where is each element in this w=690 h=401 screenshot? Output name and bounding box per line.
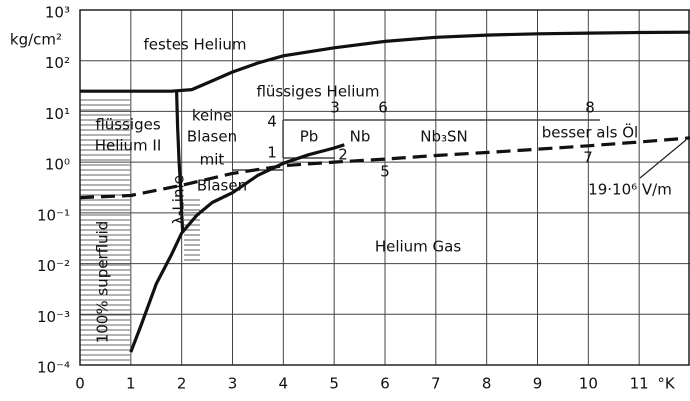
annotation: Helium Gas bbox=[375, 238, 462, 256]
x-tick-label: 4 bbox=[279, 375, 289, 393]
annotation: mit bbox=[200, 151, 225, 169]
y-tick-label: 10⁻² bbox=[37, 257, 70, 275]
x-tick-label: 7 bbox=[431, 375, 441, 393]
x-tick-label: 2 bbox=[177, 375, 187, 393]
annotation: 100% superfluid bbox=[94, 221, 112, 344]
y-tick-label: 10¹ bbox=[45, 105, 70, 123]
dashed-curve bbox=[79, 136, 690, 200]
annotation: Blasen bbox=[197, 177, 247, 195]
annotation: 7 bbox=[583, 149, 593, 167]
plot-frame bbox=[79, 9, 690, 366]
annotation: besser als Öl bbox=[542, 123, 638, 142]
x-tick-label: 0 bbox=[75, 375, 85, 393]
x-tick-label: 10 bbox=[579, 375, 598, 393]
annotation: keine bbox=[192, 107, 232, 125]
annotation: flüssiges Helium bbox=[256, 83, 379, 101]
annotation: Nb₃SN bbox=[420, 128, 468, 146]
annotation: Pb bbox=[300, 128, 319, 146]
annotation: 3 bbox=[330, 99, 340, 117]
annotation: flüssiges bbox=[95, 116, 161, 134]
curve bbox=[129, 143, 345, 353]
x-tick-label: 9 bbox=[533, 375, 543, 393]
annotation: 2 bbox=[338, 146, 348, 164]
annotation: 19·10⁶ V/m bbox=[588, 181, 672, 199]
hatching bbox=[80, 99, 200, 361]
annotation: λ-Linie bbox=[170, 175, 188, 225]
y-tick-label: 10⁻¹ bbox=[37, 206, 70, 224]
y-tick-label: 10⁻³ bbox=[37, 308, 70, 326]
annotation: 8 bbox=[585, 99, 595, 117]
y-axis-label: kg/cm² bbox=[10, 31, 62, 49]
curve bbox=[175, 91, 185, 234]
x-tick-label: 11 bbox=[630, 375, 649, 393]
annotation: 1 bbox=[267, 144, 277, 162]
annotation: Helium II bbox=[95, 137, 162, 155]
annotation: Blasen bbox=[187, 128, 237, 146]
y-tick-label: 10⁰ bbox=[45, 156, 70, 174]
x-tick-label: 1 bbox=[126, 375, 136, 393]
annotation: 4 bbox=[267, 113, 277, 131]
annotation: 5 bbox=[380, 163, 390, 181]
x-tick-label: 8 bbox=[482, 375, 492, 393]
y-tick-label: 10³ bbox=[45, 4, 70, 22]
x-tick-label: 3 bbox=[228, 375, 238, 393]
x-tick-label: 5 bbox=[329, 375, 339, 393]
annotation: 6 bbox=[378, 99, 388, 117]
curve bbox=[80, 30, 690, 93]
y-tick-label: 10⁻⁴ bbox=[37, 359, 70, 377]
annotation: festes Helium bbox=[144, 36, 247, 54]
y-tick-label: 10² bbox=[45, 54, 70, 72]
x-tick-label: 6 bbox=[380, 375, 390, 393]
x-axis-label: °K bbox=[657, 375, 676, 393]
pointer bbox=[639, 139, 687, 179]
annotation: Nb bbox=[350, 128, 371, 146]
